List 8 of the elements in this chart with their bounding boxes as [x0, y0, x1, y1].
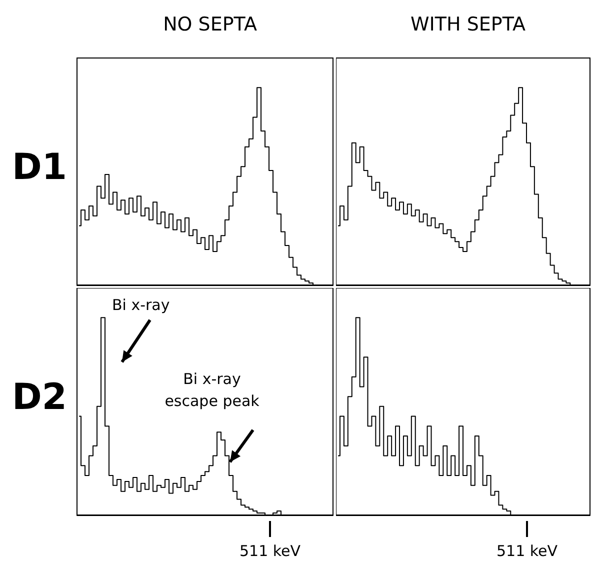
text: Bi x-ray [112, 296, 170, 314]
text: 511 keV [496, 542, 558, 560]
y-axis-title: D2 [12, 377, 67, 418]
chart-title: NO SEPTA [163, 14, 257, 36]
y-axis-title: D1 [12, 147, 67, 188]
annotation: Bi x-ray escape peak [164, 370, 260, 410]
chart-title: WITH SEPTA [410, 14, 526, 36]
text: 511 keV [239, 542, 302, 560]
